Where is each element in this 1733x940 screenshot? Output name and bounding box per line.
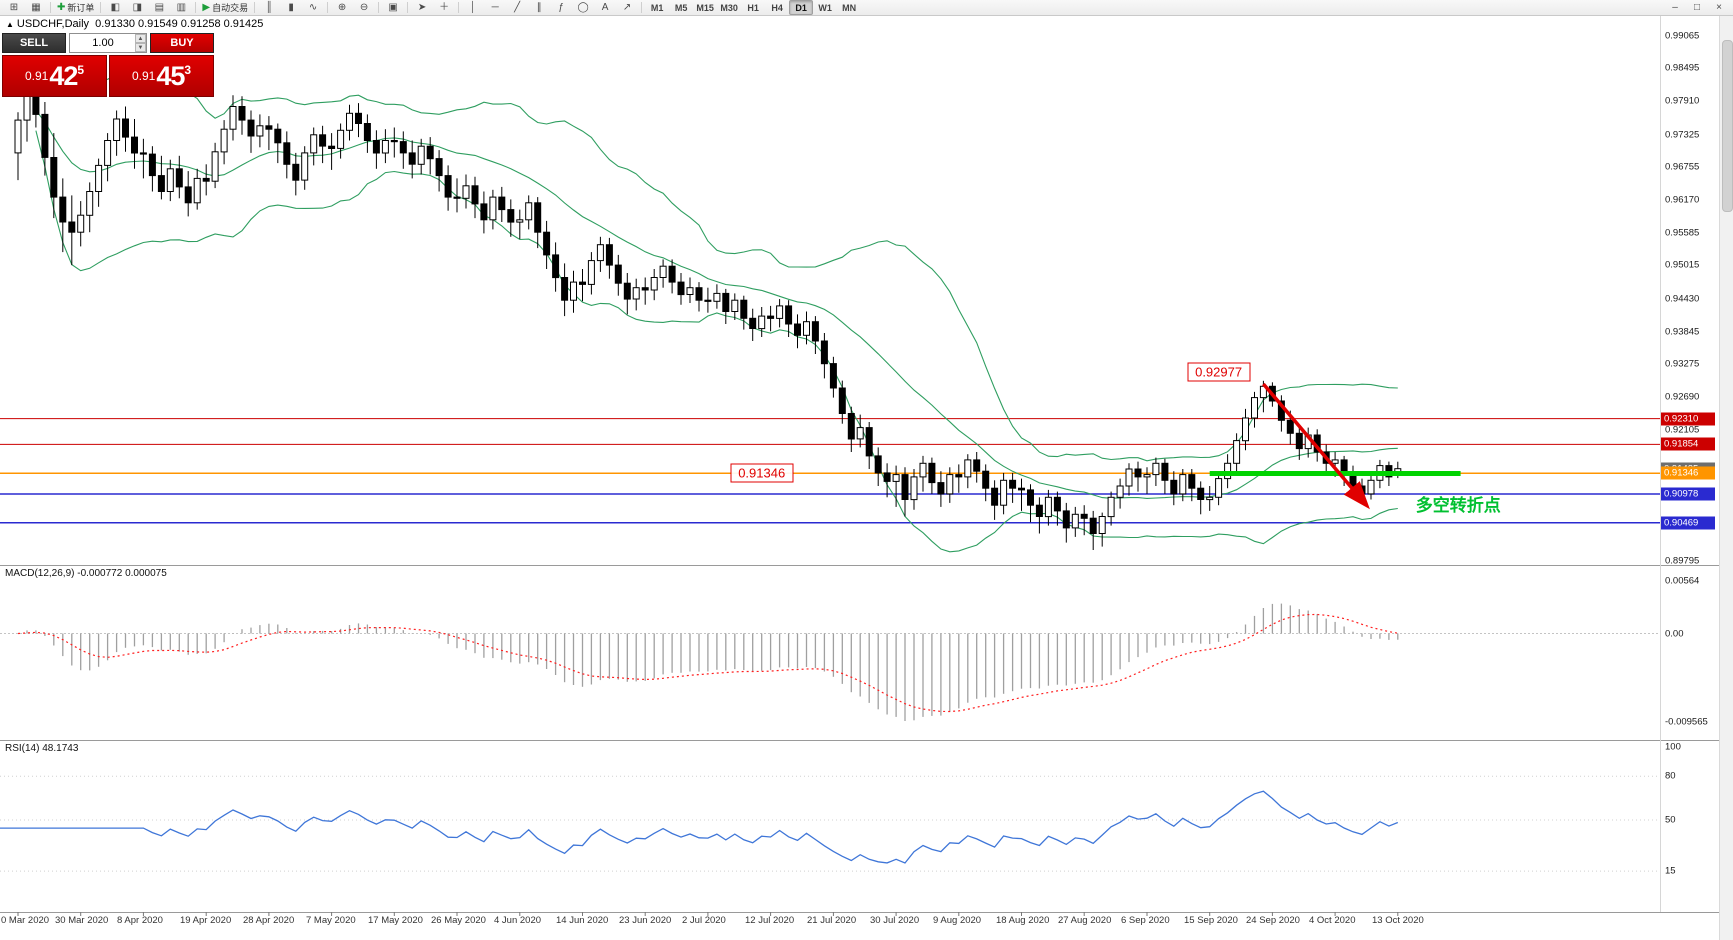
tile-windows-button[interactable]: ▣	[382, 0, 404, 16]
profiles-button[interactable]: ▦	[25, 0, 47, 16]
profiles-icon: ▦	[31, 1, 41, 13]
new-order-icon: ✚	[57, 1, 66, 13]
vertical-line-icon: │	[470, 1, 477, 13]
scrollbar-thumb[interactable]	[1722, 40, 1733, 212]
window-scrollbar[interactable]	[1719, 16, 1733, 940]
zoom-in-icon: ⊕	[337, 1, 347, 13]
tile-windows-icon: ▣	[388, 1, 398, 13]
timeframe-button-h1[interactable]: H1	[747, 2, 759, 13]
crosshair-button[interactable]: ＋	[433, 0, 455, 16]
new-order-button[interactable]: ✚ 新订单	[54, 0, 97, 16]
volume-up-icon[interactable]: ▲	[135, 34, 146, 43]
restore-button[interactable]: □	[1686, 0, 1708, 16]
autotrading-icon: ▶	[202, 1, 211, 13]
toolbar-separator	[195, 2, 197, 13]
timeframe-button-m15[interactable]: M15	[696, 2, 714, 13]
text-tool-button[interactable]: A	[594, 0, 616, 16]
close-button[interactable]: ×	[1708, 0, 1730, 16]
toolbar-separator	[50, 2, 51, 13]
zoom-in-button[interactable]: ⊕	[331, 0, 353, 16]
line-chart-button[interactable]: ∿	[302, 0, 324, 16]
channel-icon: ∥	[536, 1, 542, 13]
buy-price-prefix: 0.91	[131, 69, 156, 83]
text-tool-icon: A	[601, 1, 609, 13]
market-watch-button[interactable]: ◧	[104, 0, 126, 16]
toolbar-separator	[327, 2, 329, 13]
main-chart-canvas[interactable]	[0, 16, 1733, 940]
toolbar: ⊞ ▦ ✚ 新订单 ◧ ◨ ▤ ▥ ▶ 自动交易 ║ ▮ ∿ ⊕ ⊖ ▣ ➤ ＋ │ ─ ╱ ∥ ƒ ◯ A ↗ M1 M5 M15 M3…	[0, 0, 1733, 16]
horizontal-line-button[interactable]: ─	[484, 0, 506, 16]
trendline-button[interactable]: ╱	[506, 0, 528, 16]
toolbar-separator	[254, 2, 256, 13]
candlestick-chart-button[interactable]: ▮	[280, 0, 302, 16]
buy-price-tile[interactable]: 0.91 45 3	[109, 55, 214, 97]
trendline-icon: ╱	[514, 1, 521, 13]
chart-region: ▲ USDCHF,Daily 0.91330 0.91549 0.91258 0.…	[0, 16, 1733, 940]
buy-price-main: 45	[156, 60, 185, 91]
navigator-button[interactable]: ▤	[148, 0, 170, 16]
fibonacci-icon: ƒ	[558, 1, 564, 13]
bar-chart-button[interactable]: ║	[258, 0, 280, 16]
data-window-icon: ◨	[132, 1, 143, 13]
volume-input[interactable]	[69, 33, 147, 53]
timeframe-button-m1[interactable]: M1	[650, 2, 664, 13]
sell-price-pip: 5	[77, 63, 85, 77]
sell-button[interactable]: SELL	[2, 33, 66, 53]
timeframe-button-d1[interactable]: D1	[789, 0, 814, 15]
toolbar-separator	[378, 2, 380, 13]
crosshair-icon: ＋	[439, 1, 450, 13]
line-chart-icon: ∿	[308, 1, 318, 13]
minimize-button[interactable]: –	[1664, 0, 1686, 16]
zoom-out-button[interactable]: ⊖	[353, 0, 375, 16]
terminal-button[interactable]: ▥	[170, 0, 192, 16]
new-chart-button[interactable]: ⊞	[3, 0, 25, 16]
shapes-button[interactable]: ◯	[572, 0, 594, 16]
sell-price-prefix: 0.91	[24, 69, 49, 83]
timeframe-button-m30[interactable]: M30	[720, 2, 738, 13]
buy-button[interactable]: BUY	[150, 33, 214, 53]
toolbar-separator	[641, 2, 643, 13]
restore-icon: □	[1693, 1, 1701, 13]
bar-chart-icon: ║	[265, 1, 273, 13]
new-order-button-label: 新订单	[67, 2, 95, 13]
sell-price-main: 42	[49, 60, 78, 91]
timeframe-button-w1[interactable]: W1	[818, 2, 832, 13]
data-window-button[interactable]: ◨	[126, 0, 148, 16]
volume-down-icon[interactable]: ▼	[135, 43, 146, 52]
navigator-icon: ▤	[154, 1, 165, 13]
buy-price-pip: 3	[184, 63, 192, 77]
cursor-icon: ➤	[417, 1, 427, 13]
arrows-tool-icon: ↗	[622, 1, 632, 13]
toolbar-separator	[100, 2, 102, 13]
horizontal-line-icon: ─	[491, 1, 499, 13]
new-chart-icon: ⊞	[9, 1, 19, 13]
minimize-icon: –	[1672, 1, 1678, 13]
arrows-tool-button[interactable]: ↗	[616, 0, 638, 16]
candlestick-chart-icon: ▮	[288, 1, 294, 13]
terminal-icon: ▥	[176, 1, 187, 13]
zoom-out-icon: ⊖	[359, 1, 369, 13]
one-click-toggle-icon[interactable]: ▲	[6, 20, 14, 29]
sell-price-tile[interactable]: 0.91 42 5	[2, 55, 107, 97]
channel-button[interactable]: ∥	[528, 0, 550, 16]
close-icon: ×	[1716, 1, 1722, 13]
autotrading-button-label: 自动交易	[212, 2, 249, 13]
timeframe-button-m5[interactable]: M5	[674, 2, 688, 13]
timeframe-button-mn[interactable]: MN	[842, 2, 857, 13]
fibonacci-button[interactable]: ƒ	[550, 0, 572, 16]
autotrading-button[interactable]: ▶ 自动交易	[199, 0, 251, 16]
shapes-icon: ◯	[577, 1, 589, 13]
one-click-trading-panel: SELL ▲ ▼ BUY 0.91 42 5 0.91 45 3	[2, 33, 214, 97]
toolbar-separator	[407, 2, 409, 13]
toolbar-separator	[458, 2, 460, 13]
market-watch-icon: ◧	[110, 1, 121, 13]
cursor-button[interactable]: ➤	[411, 0, 433, 16]
timeframe-button-h4[interactable]: H4	[771, 2, 783, 13]
vertical-line-button[interactable]: │	[462, 0, 484, 16]
